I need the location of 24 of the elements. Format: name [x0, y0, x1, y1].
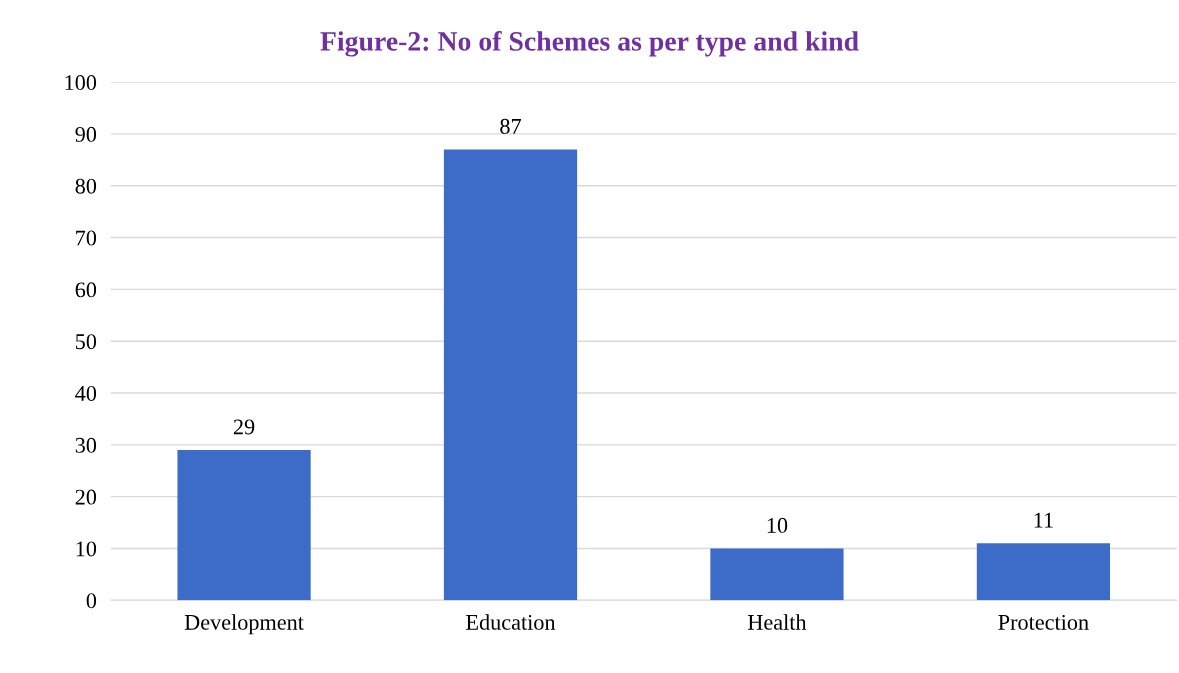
data-label: 29 — [233, 419, 255, 435]
y-tick-label: 90 — [75, 126, 97, 142]
y-tick-label: 50 — [76, 334, 97, 350]
bar — [710, 548, 844, 601]
y-tick-label: 0 — [86, 593, 97, 609]
x-tick-label: Protection — [998, 614, 1089, 630]
y-tick-label: 40 — [75, 385, 97, 401]
data-label: 87 — [500, 118, 521, 134]
y-tick-label: 10 — [76, 541, 97, 557]
y-tick-label: 30 — [75, 437, 97, 453]
y-tick-label: 60 — [75, 282, 97, 298]
x-tick-label: Development — [184, 614, 304, 635]
x-tick-label: Health — [747, 614, 807, 630]
data-label: 10 — [767, 517, 788, 533]
y-tick-label: 70 — [76, 230, 97, 246]
bar — [976, 543, 1111, 601]
x-tick-label: Education — [466, 614, 556, 630]
y-tick-label: 100 — [65, 75, 97, 91]
y-tick-label: 20 — [75, 489, 97, 505]
chart-title: Figure-2: No of Schemes as per type and kind — [320, 30, 859, 57]
y-tick-label: 80 — [75, 178, 97, 194]
bar — [177, 450, 311, 601]
bar — [443, 149, 578, 601]
data-label: 11 — [1034, 512, 1053, 528]
